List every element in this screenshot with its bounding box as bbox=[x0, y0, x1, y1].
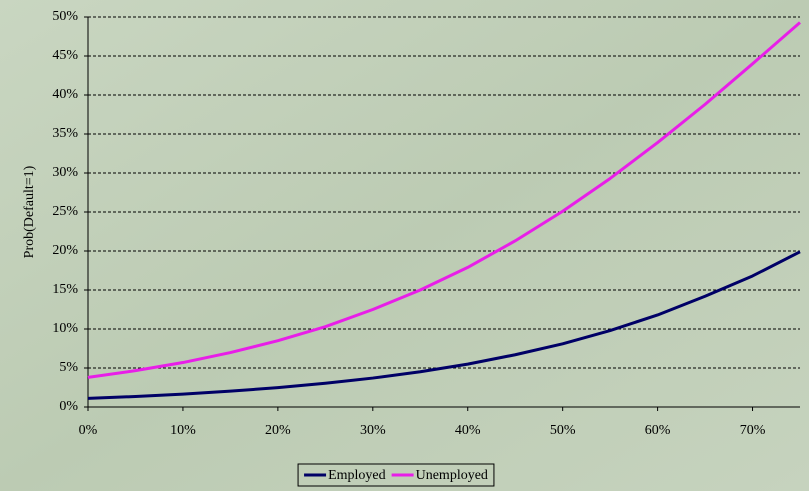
y-axis-label: Prob(Default=1) bbox=[22, 165, 37, 258]
y-tick-label: 25% bbox=[52, 204, 78, 219]
y-tick-label: 10% bbox=[52, 321, 78, 336]
x-tick-label: 60% bbox=[645, 423, 671, 438]
series-line bbox=[87, 21, 801, 379]
series-line bbox=[87, 250, 801, 400]
x-tick-label: 40% bbox=[455, 423, 481, 438]
x-tick-label: 10% bbox=[170, 423, 196, 438]
x-tick-label: 0% bbox=[79, 423, 98, 438]
y-tick-label: 30% bbox=[52, 165, 78, 180]
x-tick-label: 70% bbox=[740, 423, 766, 438]
legend-box bbox=[297, 463, 495, 487]
y-tick-label: 20% bbox=[52, 243, 78, 258]
y-tick-label: 35% bbox=[52, 126, 78, 141]
y-tick-label: 50% bbox=[52, 9, 78, 24]
legend-label: Unemployed bbox=[416, 468, 488, 483]
x-tick-label: 20% bbox=[265, 423, 291, 438]
y-tick-label: 45% bbox=[52, 48, 78, 63]
x-tick-label: 30% bbox=[360, 423, 386, 438]
legend: Employed Unemployed bbox=[297, 463, 495, 487]
y-tick-label: 15% bbox=[52, 282, 78, 297]
x-tick-label: 50% bbox=[550, 423, 576, 438]
y-tick-label: 0% bbox=[59, 399, 78, 414]
y-tick-label: 5% bbox=[59, 360, 78, 375]
y-tick-label: 40% bbox=[52, 87, 78, 102]
legend-label: Employed bbox=[328, 468, 386, 483]
